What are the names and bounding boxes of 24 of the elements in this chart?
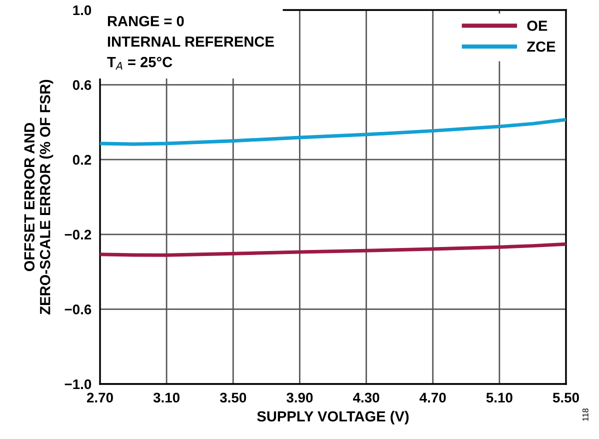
x-tick-label: 5.10 [486,392,512,403]
annotation: RANGE = 0 [108,16,184,26]
x-tick-label: 4.70 [420,392,446,403]
y-tick-label: 0.2 [72,154,92,165]
legend-label: OE [527,20,548,31]
y-axis-title: OFFSET ERROR AND ZERO-SCALE ERROR (% OF FSR) [24,80,54,314]
line-series [100,118,566,146]
y-tick-label: −1.0 [64,379,92,390]
x-tick-label: 4.30 [352,392,380,403]
y-tick-label: −0.2 [64,230,92,240]
text: 118 [582,408,588,421]
x-axis-title: SUPPLY VOLTAGE (V) [257,410,409,424]
y-tick-label: 0.6 [72,80,92,90]
x-tick-label: 2.70 [86,392,113,403]
annotation: INTERNAL REFERENCE [108,36,274,47]
x-tick-label: 3.50 [220,392,246,403]
line-series [100,242,566,257]
x-tick-label: 3.10 [153,392,180,403]
legend-label: ZCE [527,41,556,52]
y-tick-label: 1.0 [73,5,92,16]
y-tick-label: −0.6 [64,304,92,314]
x-tick-label: 3.90 [286,392,313,403]
annotation: T$_{A}$ = 25°C [107,56,172,70]
x-tick-label: 5.50 [552,392,579,403]
